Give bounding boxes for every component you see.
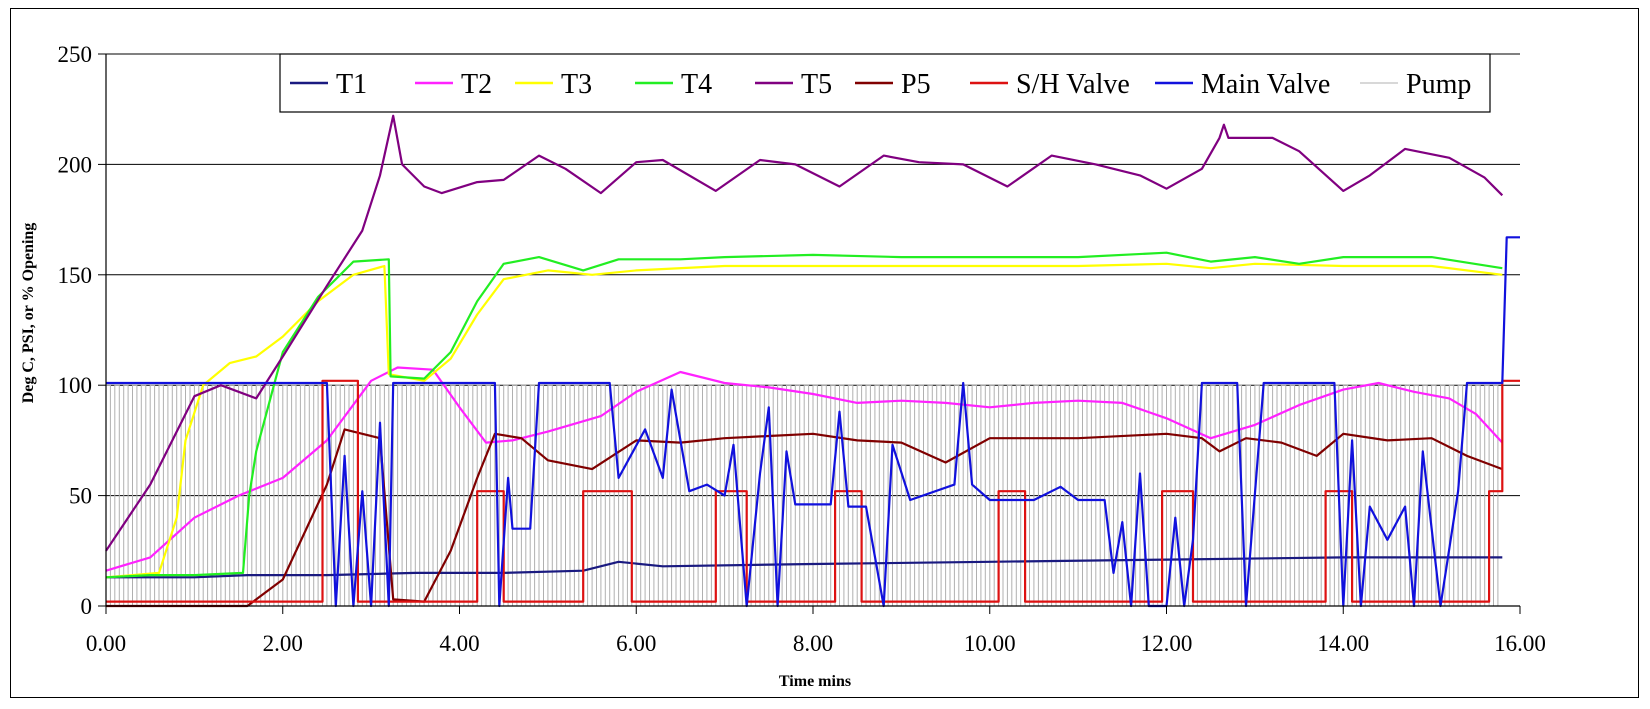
legend-label: Pump: [1406, 69, 1471, 100]
series-line-t4: [105, 251, 1503, 579]
series-line-t3: [105, 262, 1503, 579]
legend-label: T2: [461, 69, 492, 100]
legend: T1 T2 T3 T4 T5 P5 S/H Valve Main Valve Pump: [279, 53, 1491, 113]
legend-label: T5: [801, 69, 832, 100]
x-tick-label: 8.00: [793, 631, 833, 656]
x-tick-label: 0.00: [86, 631, 126, 656]
legend-label: Main Valve: [1201, 69, 1330, 100]
x-tick-label: 2.00: [263, 631, 303, 656]
legend-label: T4: [681, 69, 712, 100]
series-line-main-valve: [106, 236, 1520, 608]
x-tick-label: 10.00: [964, 631, 1016, 656]
axes: 0 50 100 150 200 250 0.00 2.00 4.00 6.00 8.00 10.00…: [58, 42, 1546, 656]
legend-label: T1: [336, 69, 367, 100]
legend-label: T3: [561, 69, 592, 100]
y-tick-label: 200: [58, 152, 93, 177]
x-axis-title: Time mins: [779, 673, 851, 690]
series-group: [105, 114, 1520, 608]
y-axis-title: Deg C, PSI, or % Opening: [20, 223, 37, 404]
y-tick-label: 50: [69, 484, 92, 509]
y-tick-label: 0: [81, 594, 93, 619]
series-line-s-h-valve: [106, 379, 1520, 603]
x-tick-label: 12.00: [1141, 631, 1193, 656]
legend-label: P5: [901, 69, 931, 100]
series-line-t5: [105, 114, 1504, 552]
x-tick-label: 6.00: [616, 631, 656, 656]
series-line-t2: [105, 366, 1504, 572]
y-tick-label: 100: [58, 373, 93, 398]
x-tick-label: 4.00: [439, 631, 479, 656]
x-tick-label: 14.00: [1317, 631, 1369, 656]
x-tick-label: 16.00: [1494, 631, 1546, 656]
y-tick-label: 150: [58, 263, 93, 288]
series-line-t1: [106, 556, 1503, 579]
legend-label: S/H Valve: [1016, 69, 1130, 100]
y-tick-label: 250: [58, 42, 93, 67]
series-line-p5: [106, 428, 1503, 608]
